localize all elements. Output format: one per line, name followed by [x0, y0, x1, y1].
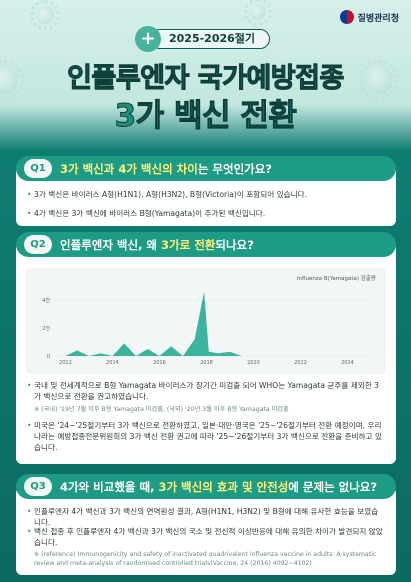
- chart-xtick-label: 2024: [341, 360, 354, 366]
- chart-ytick-label: 4천: [42, 297, 50, 304]
- q2-question: 인플루엔자 백신, 왜 3가로 전환되나요?: [60, 237, 254, 253]
- q3-header: Q3 4가와 비교했을 때, 3가 백신의 효과 및 안전성에 문제는 없나요?: [16, 474, 396, 499]
- chart-xtick-label: 2022: [294, 360, 307, 366]
- q2-note: ※ (국내) '19년 7월 이후 B형 Yamagata 미검출, (국외) …: [34, 406, 289, 413]
- taegeuk-logo-icon: [339, 10, 354, 24]
- virus-decoration-icon: [30, 0, 60, 30]
- q1-header: Q1 3가 백신과 4가 백신의 차이는 무엇인가요?: [16, 156, 396, 181]
- chart-legend: Influenza B(Yamagata) 검출량: [296, 276, 376, 282]
- chart-xtick-label: 2016: [153, 360, 166, 366]
- org-name: 질병관리청: [357, 13, 399, 24]
- chart-xtick-label: 2018: [200, 360, 213, 366]
- chart-xtick-label: 2012: [59, 360, 72, 366]
- q3-question: 4가와 비교했을 때, 3가 백신의 효과 및 안전성에 문제는 없나요?: [60, 479, 377, 495]
- q2-question-pre: 인플루엔자 백신, 왜: [60, 237, 162, 252]
- virus-decoration-icon: [359, 60, 399, 100]
- chart-xtick-label: 2014: [106, 360, 119, 366]
- medical-cross-icon: +: [135, 26, 161, 52]
- q3-bullet-1: 인플루엔자 4가 백신과 3가 백신의 면역원성 결과, A형(H1N1, H3…: [27, 506, 384, 528]
- q1-question-highlight: 3가 백신과 4가 백신의 차이: [60, 161, 198, 176]
- q1-question: 3가 백신과 4가 백신의 차이는 무엇인가요?: [60, 161, 272, 177]
- q3-question-highlight: 3가 백신의 효과 및 안전성: [158, 479, 289, 494]
- q1-bullet-1: 3가 백신은 바이러스 A형(H1N1), A형(H3N2), B형(Victo…: [27, 189, 394, 200]
- yamagata-chart: Influenza B(Yamagata) 검출량 0 2천 4천 2012 2014 2…: [26, 268, 386, 374]
- q3-question-pre: 4가와 비교했을 때,: [60, 479, 159, 494]
- chart-ytick-label: 2천: [42, 325, 50, 332]
- q1-badge: Q1: [24, 159, 52, 178]
- q2-bullet-2: 미국은 '24~'25절기부터 3가 백신으로 전환하였고, 일본·대만·영국은…: [27, 420, 384, 453]
- q3-question-rest: 에 문제는 없나요?: [288, 479, 378, 494]
- season-pill: 2025-2026절기: [150, 29, 271, 49]
- brand-logo: 질병관리청: [339, 10, 399, 24]
- q2-badge: Q2: [24, 235, 52, 254]
- q1-question-rest: 는 무엇인가요?: [197, 161, 272, 176]
- chart-series-area: [65, 291, 371, 356]
- q2-question-rest: 되나요?: [215, 237, 254, 252]
- q1-bullet-2: 4가 백신은 3가 백신에 바이러스 B형(Yamagata)이 추가된 백신입…: [27, 208, 394, 219]
- chart-xtick-label: 2020: [247, 360, 260, 366]
- chart-svg: 0 2천 4천 2012 2014 2016 2018 2020 2022 2024: [42, 291, 371, 366]
- virus-decoration-icon: [244, 0, 272, 26]
- q3-reference: ※ (reference) Immunogenicity and safety …: [34, 551, 377, 567]
- page-title-line2: 3가 백신 전환: [114, 98, 297, 135]
- q2-question-highlight: 3가로 전환: [161, 237, 216, 252]
- chart-ytick-label: 0: [47, 354, 50, 360]
- q2-header: Q2 인플루엔자 백신, 왜 3가로 전환되나요?: [16, 232, 396, 257]
- q3-badge: Q3: [24, 477, 52, 496]
- page-title-line1: 인플루엔자 국가예방접종: [67, 63, 345, 95]
- q3-bullet-2: 백신 접종 후 인플루엔자 4가 백신과 3가 백신의 국소 및 전신적 이상반…: [27, 526, 384, 548]
- q2-bullet-1: 국내 및 전세계적으로 B형 Yamagata 바이러스가 장기간 미검출 되어…: [27, 380, 384, 402]
